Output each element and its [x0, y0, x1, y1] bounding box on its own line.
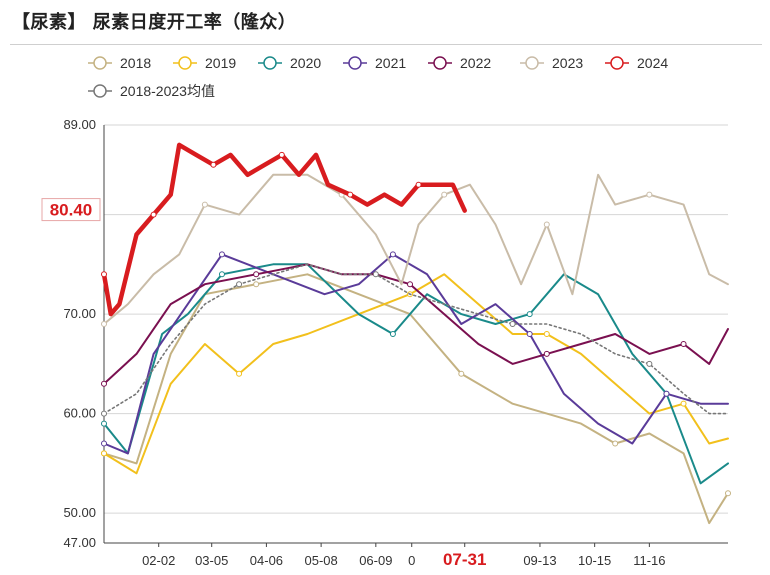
legend-item-2021: 2021	[343, 55, 406, 71]
data-point	[278, 151, 285, 158]
legend-item-2020: 2020	[258, 55, 321, 71]
x-tick-label: 11-16	[633, 553, 665, 568]
latest-value-label: 80.40	[50, 201, 93, 220]
legend-item-2024: 2024	[605, 55, 668, 71]
data-point	[372, 271, 379, 278]
legend-swatch-marker	[93, 56, 107, 70]
legend-label: 2022	[460, 55, 491, 71]
series-line-2021	[103, 253, 729, 455]
data-point	[210, 161, 217, 168]
data-point	[347, 191, 354, 198]
legend-label: 2018	[120, 55, 151, 71]
data-point	[526, 311, 533, 318]
data-point	[101, 420, 107, 427]
x-tick-label: 09-13	[523, 553, 556, 568]
data-point	[101, 271, 107, 278]
series-line-2020	[103, 263, 729, 485]
data-point	[101, 450, 107, 457]
series-lines	[101, 142, 731, 525]
series-line-2024	[101, 142, 467, 317]
data-point	[236, 370, 243, 377]
x-tick-label: 10-15	[578, 553, 611, 568]
data-point	[253, 271, 260, 278]
legend-swatch-marker	[433, 56, 447, 70]
x-tick-label: 06-09	[359, 553, 392, 568]
legend-swatch-marker	[263, 56, 277, 70]
x-tick-label: 03-05	[195, 553, 228, 568]
data-point	[458, 370, 465, 377]
y-tick-label: 70.00	[63, 306, 96, 321]
legend-item-2022: 2022	[428, 55, 491, 71]
data-point	[201, 201, 208, 208]
legend-item-2019: 2019	[173, 55, 236, 71]
x-tick-label: 0	[408, 553, 415, 568]
data-point	[509, 321, 516, 328]
legend-swatch-marker	[348, 56, 362, 70]
legend-swatch-marker	[610, 56, 624, 70]
data-point	[415, 181, 422, 188]
data-point	[526, 331, 533, 337]
series-line-2022	[103, 263, 729, 385]
y-tick-label: 50.00	[63, 505, 96, 520]
x-tick-label-highlight: 07-31	[443, 550, 486, 569]
data-point	[218, 251, 225, 258]
legend-label: 2021	[375, 55, 406, 71]
data-point	[101, 410, 107, 417]
data-point	[101, 440, 107, 447]
x-tick-label: 04-06	[250, 553, 283, 568]
legend-label: 2024	[637, 55, 668, 71]
y-tick-label: 60.00	[63, 406, 96, 421]
legend-item-2023: 2023	[520, 55, 583, 71]
axis-labels: 89.0080.0070.0060.0050.0047.0002-0203-05…	[41, 117, 666, 569]
legend-item-2018: 2018	[88, 55, 151, 71]
data-point	[441, 191, 448, 198]
data-point	[218, 271, 225, 278]
legend-swatch-marker	[93, 84, 107, 98]
legend-label: 2019	[205, 55, 236, 71]
data-point	[725, 490, 731, 497]
chart-title: 【尿素】 尿素日度开工率（隆众）	[12, 12, 297, 33]
data-point	[389, 331, 396, 337]
series-line-2023	[103, 173, 729, 325]
y-tick-label: 47.00	[63, 535, 96, 550]
data-point	[101, 380, 107, 387]
data-point	[543, 331, 550, 337]
legend-swatch-marker	[525, 56, 539, 70]
legend-label: 2018-2023均值	[120, 83, 215, 99]
legend-label: 2023	[552, 55, 583, 71]
data-point	[236, 281, 243, 288]
title-divider	[10, 44, 762, 45]
legend: 2018 2019 2020 2021 2022 2023 2024 2018-2023均值	[88, 55, 668, 99]
data-point	[543, 350, 550, 357]
data-point	[407, 281, 414, 288]
data-point	[612, 440, 619, 447]
series-line-2018-2023均值	[103, 263, 729, 415]
data-point	[663, 390, 670, 397]
data-point	[150, 211, 157, 218]
legend-swatch-marker	[178, 56, 192, 70]
x-tick-label: 05-08	[304, 553, 337, 568]
latest-value-box	[41, 198, 101, 222]
data-point	[101, 321, 107, 328]
legend-item-2018-2023均值: 2018-2023均值	[88, 83, 215, 99]
series-line-2019	[103, 273, 729, 475]
legend-label: 2020	[290, 55, 321, 71]
data-point	[680, 340, 687, 347]
data-point	[646, 360, 653, 367]
grid-lines	[104, 124, 728, 544]
data-point	[646, 191, 653, 198]
data-point	[680, 400, 687, 407]
data-point	[543, 221, 550, 228]
x-tick-label: 02-02	[142, 553, 175, 568]
data-point	[389, 251, 396, 258]
data-point	[253, 281, 260, 288]
axes	[103, 125, 728, 547]
y-tick-label: 89.00	[63, 117, 96, 132]
